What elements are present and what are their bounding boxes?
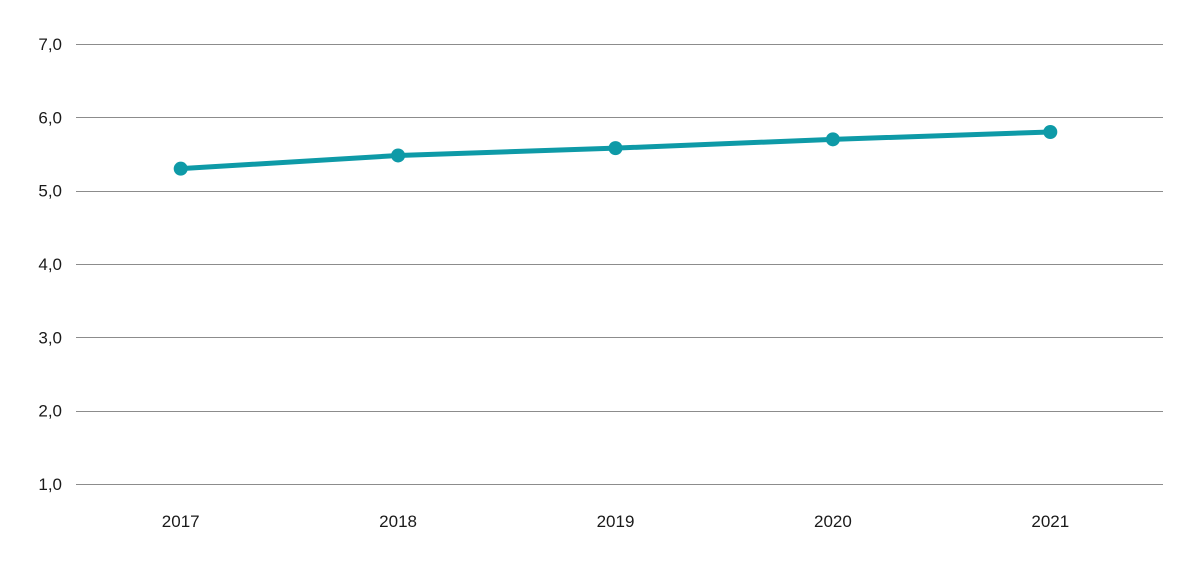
- gridlines: [76, 44, 1163, 485]
- data-point-2017: [173, 161, 188, 176]
- x-tick-label: 2017: [162, 512, 200, 531]
- y-tick-label: 1,0: [38, 475, 62, 494]
- y-axis-tick-labels: 1,0 2,0 3,0 4,0 5,0 6,0 7,0: [38, 35, 62, 494]
- data-point-2018: [391, 148, 406, 163]
- y-tick-label: 4,0: [38, 255, 62, 274]
- x-axis-tick-labels: 2017 2018 2019 2020 2021: [162, 512, 1069, 531]
- series-layer: [173, 125, 1058, 176]
- y-tick-label: 6,0: [38, 108, 62, 127]
- data-point-2020: [825, 132, 840, 147]
- x-tick-label: 2021: [1031, 512, 1069, 531]
- data-point-2021: [1043, 125, 1058, 139]
- y-tick-label: 7,0: [38, 35, 62, 54]
- y-tick-label: 5,0: [38, 182, 62, 201]
- y-tick-label: 2,0: [38, 402, 62, 421]
- data-point-2019: [608, 141, 623, 156]
- x-tick-label: 2020: [814, 512, 852, 531]
- y-tick-label: 3,0: [38, 328, 62, 347]
- x-tick-label: 2018: [379, 512, 417, 531]
- x-tick-label: 2019: [597, 512, 635, 531]
